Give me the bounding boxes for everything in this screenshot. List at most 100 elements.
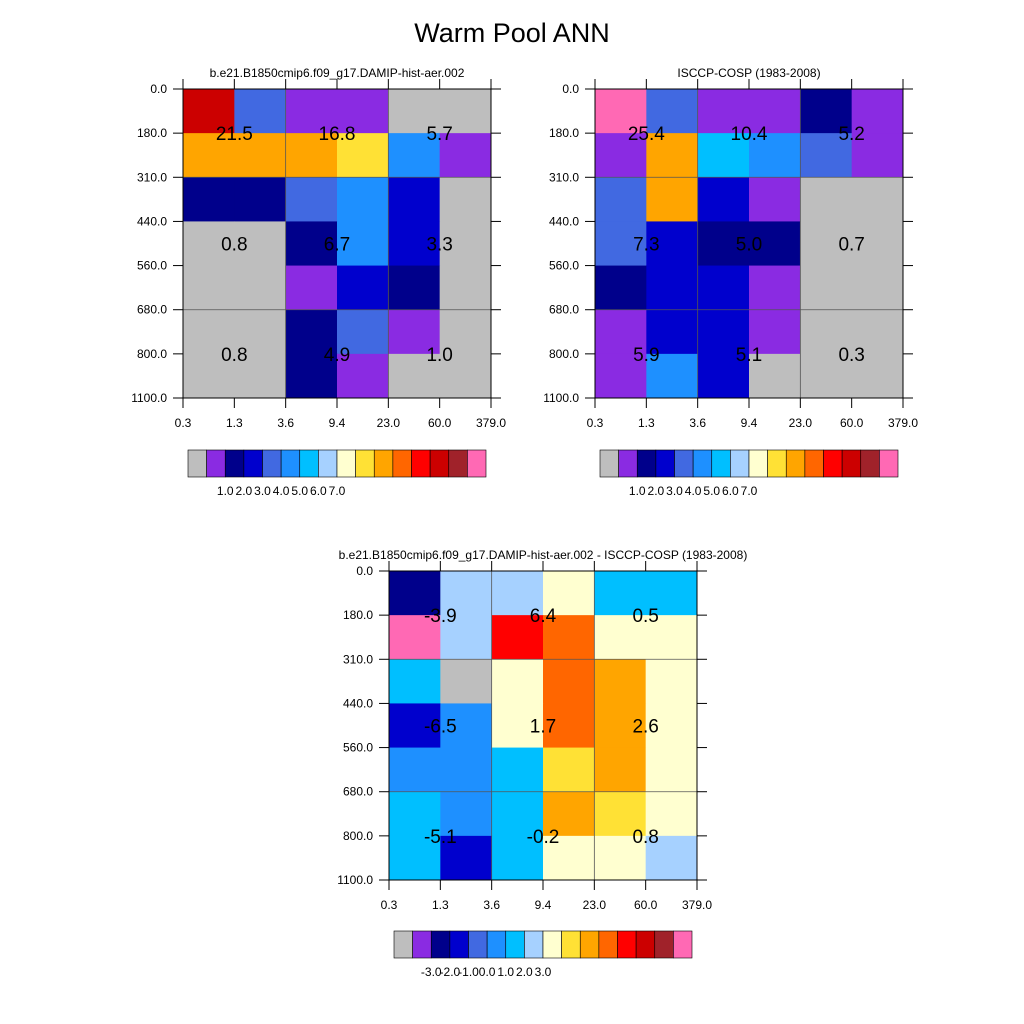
heatmap-cell [388, 309, 441, 355]
heatmap-cell [439, 265, 492, 311]
heatmap-panel-3: b.e21.B1850cmip6.f09_g17.DAMIP-hist-aer.… [337, 548, 747, 979]
colorbar-swatch [468, 930, 488, 959]
heatmap-cell [749, 177, 801, 222]
colorbar-swatch [318, 449, 338, 478]
colorbar-label: 1.0 [217, 484, 234, 498]
heatmap-cell [389, 659, 441, 704]
heatmap-cell [800, 177, 853, 222]
colorbar-label: 3.0 [254, 484, 271, 498]
colorbar-swatch [299, 449, 319, 478]
heatmap-cell [388, 177, 441, 222]
heatmap-cell [594, 747, 647, 793]
y-tick-label: 0.0 [356, 564, 373, 578]
colorbar-swatch [393, 930, 413, 959]
heatmap-cell [595, 309, 647, 355]
heatmap-cell [851, 265, 904, 311]
heatmap-cell [646, 89, 699, 134]
colorbar-swatch [618, 449, 638, 478]
heatmap-cell [285, 177, 338, 222]
heatmap-cell [337, 353, 389, 399]
heatmap-cell [337, 133, 389, 178]
colorbar-label: 6.0 [722, 484, 739, 498]
heatmap-cell [285, 89, 338, 134]
colorbar-label: 3.0 [666, 484, 683, 498]
heatmap-cell [440, 791, 493, 837]
cell-value-label: 1.0 [426, 345, 452, 366]
cell-value-label: 0.8 [221, 345, 247, 366]
cell-value-label: 10.4 [731, 124, 768, 145]
x-tick-label: 1.3 [432, 898, 449, 912]
heatmap-cell [594, 615, 647, 660]
heatmap-cell [234, 221, 287, 267]
cell-value-label: 0.3 [838, 345, 864, 366]
y-tick-label: 310.0 [549, 170, 579, 184]
heatmap-cell [543, 703, 595, 749]
cell-value-label: 6.4 [530, 606, 557, 627]
heatmap-cell [697, 221, 750, 267]
heatmap-cell [234, 177, 287, 222]
colorbar-label: 1.0 [629, 484, 646, 498]
y-tick-label: 180.0 [343, 608, 373, 622]
heatmap-cell [440, 835, 493, 881]
heatmap-cell [388, 133, 441, 178]
colorbar-swatch [599, 449, 619, 478]
colorbar-label: -3.0 [421, 965, 442, 979]
heatmap-cell [439, 309, 492, 355]
heatmap-cell [183, 221, 235, 267]
heatmap-cell [595, 177, 647, 222]
cell-value-label: 1.7 [530, 717, 556, 738]
heatmap-cell [439, 177, 492, 222]
heatmap-cell [440, 659, 493, 704]
y-tick-label: 800.0 [549, 347, 579, 361]
cell-value-label: 0.7 [838, 235, 864, 256]
heatmap-cell [645, 791, 698, 837]
heatmap-cell [697, 265, 750, 311]
heatmap-cell [697, 177, 750, 222]
cell-value-label: 5.7 [426, 124, 452, 145]
colorbar-swatch [206, 449, 226, 478]
y-tick-label: 1100.0 [543, 391, 579, 405]
heatmap-cell [183, 177, 235, 222]
heatmap-cell [543, 835, 595, 881]
heatmap-cell [491, 703, 544, 749]
heatmap-cell [183, 309, 235, 355]
heatmap-cell [645, 615, 698, 660]
colorbar-swatch [673, 930, 693, 959]
x-tick-label: 379.0 [888, 416, 918, 430]
cell-value-label: 0.5 [632, 606, 658, 627]
heatmap-cell [595, 89, 647, 134]
heatmap-cell [439, 221, 492, 267]
colorbar-swatch [224, 449, 245, 478]
colorbar-swatch [785, 449, 806, 478]
heatmap-cell [851, 221, 904, 267]
colorbar-swatch [429, 449, 450, 478]
heatmap-cell [389, 791, 441, 837]
heatmap-cell [440, 615, 493, 660]
heatmap-cell [234, 89, 287, 134]
colorbar-label: 2.0 [648, 484, 665, 498]
heatmap-cell [440, 571, 493, 616]
x-tick-label: 23.0 [377, 416, 401, 430]
colorbar-swatch [411, 449, 431, 478]
cell-value-label: 4.9 [324, 345, 350, 366]
colorbar-swatch [841, 449, 862, 478]
heatmap-cell [491, 659, 544, 704]
x-tick-label: 60.0 [634, 898, 658, 912]
y-tick-label: 800.0 [343, 829, 373, 843]
x-tick-label: 0.3 [381, 898, 398, 912]
x-tick-label: 1.3 [638, 416, 655, 430]
colorbar-label: 6.0 [310, 484, 327, 498]
colorbar-swatch [561, 930, 581, 959]
x-tick-label: 23.0 [583, 898, 607, 912]
cell-value-label: 2.6 [632, 717, 658, 738]
colorbar-swatch [579, 930, 600, 959]
heatmap-cell [388, 89, 441, 134]
heatmap-cell [595, 133, 647, 178]
x-tick-label: 9.4 [535, 898, 552, 912]
page-title: Warm Pool ANN [414, 18, 610, 48]
heatmap-cell [543, 791, 595, 837]
y-tick-label: 180.0 [549, 126, 579, 140]
colorbar-swatch [692, 449, 713, 478]
heatmap-cell [749, 265, 801, 311]
